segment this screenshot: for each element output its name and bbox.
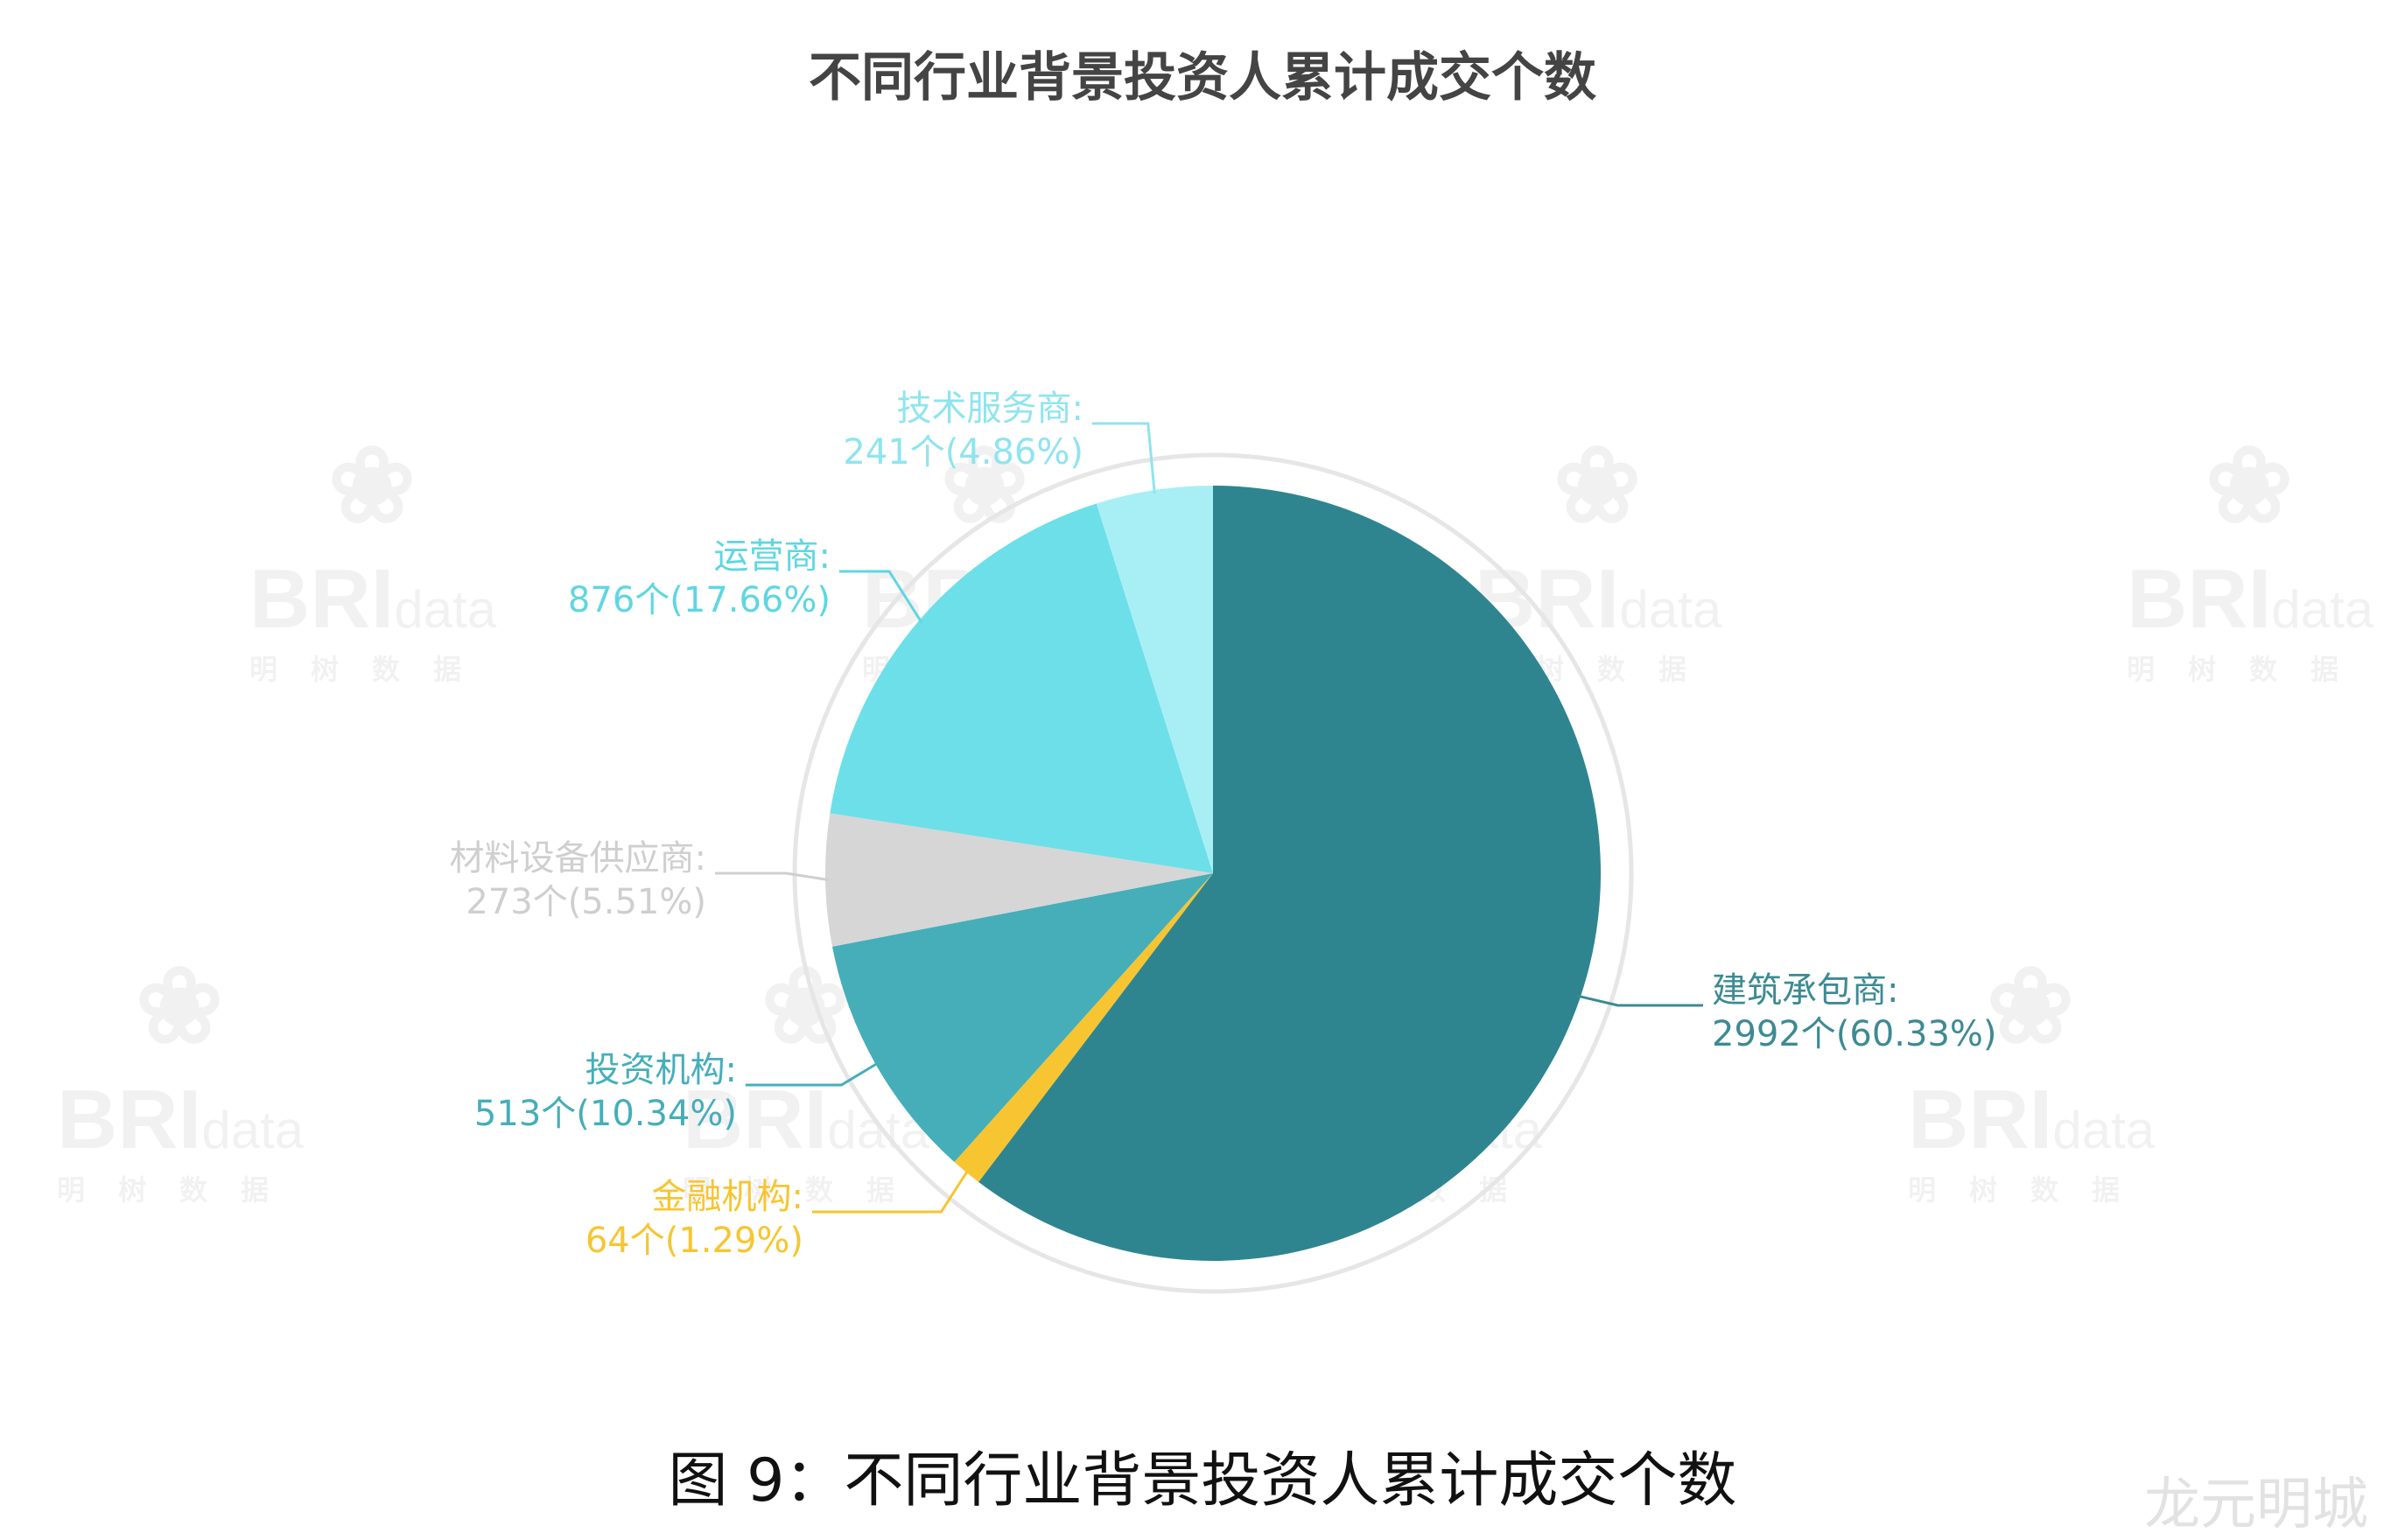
chart-title: 不同行业背景投资人累计成交个数 xyxy=(809,47,1596,108)
corner-watermark: 龙元明城 xyxy=(2144,1473,2368,1537)
pie-slice xyxy=(825,813,1213,947)
data-label-name: 建筑承包商: xyxy=(1712,970,1898,1011)
data-label-value: 273个(5.51%) xyxy=(466,882,706,922)
data-label-name: 金融机构: xyxy=(652,1177,803,1217)
leader-line xyxy=(1092,422,1156,494)
leader-line xyxy=(746,1061,880,1087)
outer-ring xyxy=(792,452,1634,1294)
pie-slice xyxy=(832,873,1213,1162)
data-label-value: 2992个(60.33%) xyxy=(1712,1014,1997,1054)
data-label-value: 876个(17.66%) xyxy=(568,580,831,620)
leader-line xyxy=(812,1168,970,1214)
leader-line xyxy=(1576,994,1703,1007)
data-label-value: 241个(4.86%) xyxy=(843,432,1083,472)
pie-slice xyxy=(978,486,1602,1261)
leader-line xyxy=(715,872,830,882)
leader-line xyxy=(839,570,923,624)
figure-caption: 图 9：不同行业背景投资人累计成交个数 xyxy=(668,1446,1737,1516)
data-label-value: 64个(1.29%) xyxy=(585,1221,803,1261)
data-label-name: 运营商: xyxy=(714,536,831,577)
data-label-name: 投资机构: xyxy=(585,1050,737,1090)
pie-slice xyxy=(954,873,1213,1182)
pie-slice xyxy=(830,503,1213,873)
pie-slice xyxy=(1096,486,1213,873)
data-label-name: 技术服务商: xyxy=(897,388,1083,429)
data-label-value: 513个(10.34%) xyxy=(474,1094,737,1134)
data-label-name: 材料设备供应商: xyxy=(450,838,706,878)
